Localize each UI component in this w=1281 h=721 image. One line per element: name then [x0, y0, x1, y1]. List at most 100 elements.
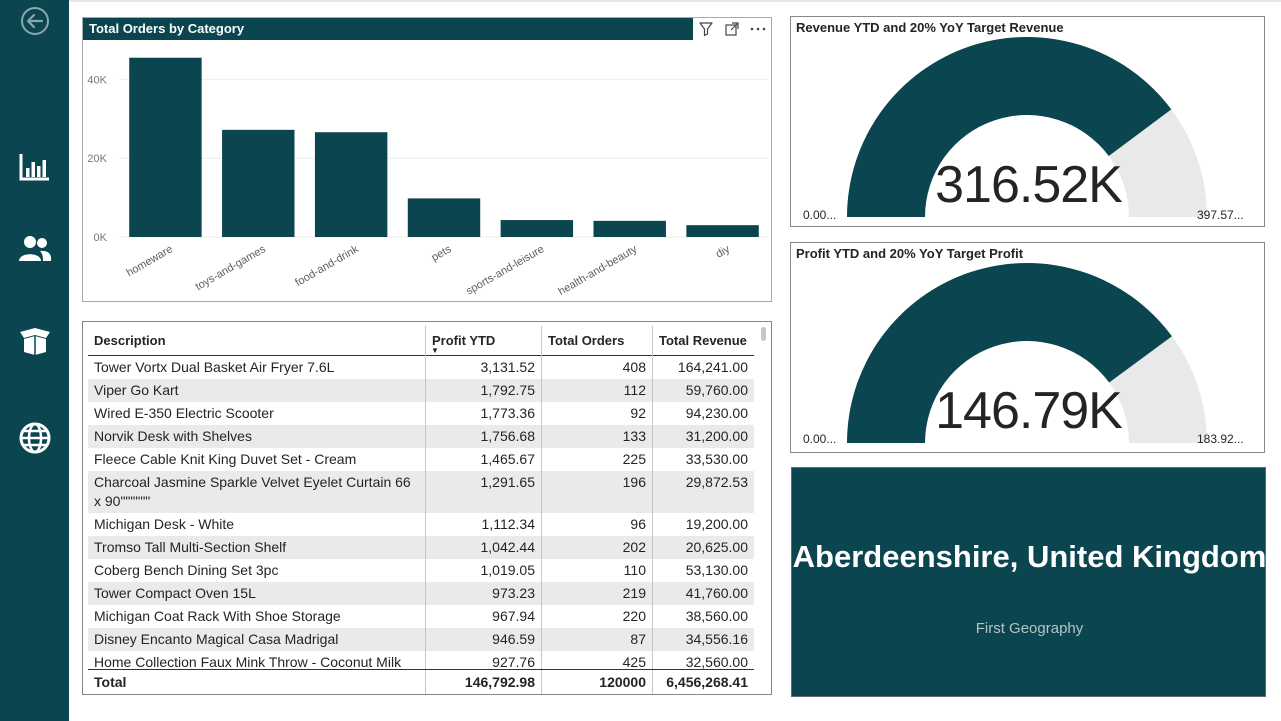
- table-row[interactable]: Michigan Coat Rack With Shoe Storage 967.…: [88, 605, 754, 628]
- table-cell: 1,465.67: [426, 448, 542, 471]
- table-scrollbar[interactable]: [761, 327, 766, 341]
- table-cell: 946.59: [426, 628, 542, 651]
- table-cell: 94,230.00: [685, 405, 748, 421]
- nav-reports-button[interactable]: [0, 142, 69, 192]
- x-tick-label: food-and-drink: [293, 243, 361, 289]
- bar-pets[interactable]: [407, 198, 481, 237]
- table-cell: 408: [542, 356, 653, 379]
- table-cell: 59,760.00: [685, 382, 748, 398]
- filter-icon: [699, 22, 713, 37]
- nav-customers-button[interactable]: [0, 224, 69, 274]
- column-header-description[interactable]: Description: [88, 326, 426, 356]
- bar-chart-visual[interactable]: Total Orders by Category 0K 20K 40K homewar…: [82, 17, 772, 302]
- column-header-profit-ytd[interactable]: Profit YTD ▼: [426, 326, 542, 356]
- focus-mode-icon: [725, 22, 739, 36]
- table-cell: 112: [542, 379, 653, 402]
- table-cell: 53,130.00: [685, 562, 748, 578]
- table-cell: 110: [542, 559, 653, 582]
- back-button[interactable]: [0, 0, 69, 46]
- table-row[interactable]: Coberg Bench Dining Set 3pc 1,019.05 110 53…: [88, 559, 754, 582]
- table-row[interactable]: Viper Go Kart 1,792.75 112 59,760.00: [88, 379, 754, 402]
- column-header-total-orders[interactable]: Total Orders: [542, 326, 653, 356]
- column-header-label: Description: [94, 333, 166, 348]
- table-cell: 38,560.00: [685, 608, 748, 624]
- table-cell: 225: [542, 448, 653, 471]
- revenue-gauge-value: 316.52K: [935, 156, 1123, 214]
- table-cell: 425: [542, 651, 653, 669]
- geography-name: Aberdeenshire, United Kingdom: [792, 539, 1267, 574]
- table-cell: 1,019.05: [426, 559, 542, 582]
- bar-food-and-drink[interactable]: [314, 132, 388, 237]
- table-cell: 1,042.44: [426, 536, 542, 559]
- table-total-cell: Total: [88, 670, 426, 694]
- y-tick-label: 0K: [94, 232, 108, 244]
- focus-mode-button[interactable]: [719, 18, 745, 40]
- table-row[interactable]: Norvik Desk with Shelves 1,756.68 133 31,20…: [88, 425, 754, 448]
- x-tick-label: diy: [714, 243, 733, 261]
- revenue-gauge-max: 397.57...: [1197, 208, 1244, 222]
- bar-chart-icon: [19, 154, 49, 181]
- table-cell: 33,530.00: [685, 451, 748, 467]
- sort-descending-icon: ▼: [431, 346, 439, 355]
- table-row[interactable]: Tromso Tall Multi-Section Shelf 1,042.44 2…: [88, 536, 754, 559]
- table-row[interactable]: Tower Compact Oven 15L 973.23 219 41,760.00: [88, 582, 754, 605]
- table-cell: 1,756.68: [426, 425, 542, 448]
- revenue-gauge-visual[interactable]: Revenue YTD and 20% YoY Target Revenue 3…: [790, 16, 1265, 227]
- table-cell: 20,625.00: [685, 539, 748, 555]
- bar-toys-and-games[interactable]: [222, 129, 295, 237]
- filter-button[interactable]: [693, 18, 719, 40]
- table-cell: 92: [542, 402, 653, 425]
- table-cell: 164,241.00: [677, 359, 748, 375]
- table-cell: 133: [542, 425, 653, 448]
- table-cell: 34,556.16: [685, 631, 748, 647]
- geography-label: First Geography: [975, 620, 1084, 637]
- box-icon: [19, 328, 50, 355]
- x-tick-label: homeware: [124, 243, 174, 279]
- nav-products-button[interactable]: [0, 316, 69, 366]
- profit-gauge-visual[interactable]: Profit YTD and 20% YoY Target Profit 146…: [790, 242, 1265, 453]
- gauge-value-arc[interactable]: [847, 37, 1172, 217]
- column-header-total-revenue[interactable]: Total Revenue: [653, 326, 754, 356]
- table-cell: Charcoal Jasmine Sparkle Velvet Eyelet C…: [88, 471, 426, 513]
- table-cell: 220: [542, 605, 653, 628]
- bar-diy[interactable]: [686, 225, 759, 237]
- table-cell: Home Collection Faux Mink Throw - Coconu…: [88, 651, 426, 669]
- y-tick-label: 20K: [87, 153, 107, 165]
- bar-sports-and-leisure[interactable]: [500, 220, 574, 237]
- table-row[interactable]: Tower Vortx Dual Basket Air Fryer 7.6L 3,…: [88, 356, 754, 379]
- y-tick-label: 40K: [87, 74, 107, 86]
- table-cell: Michigan Coat Rack With Shoe Storage: [88, 605, 426, 628]
- profit-gauge-dial: [847, 262, 1207, 443]
- column-header-label: Total Orders: [548, 333, 625, 348]
- table-total-cell: 6,456,268.41: [666, 674, 748, 690]
- bar-homeware[interactable]: [129, 57, 202, 238]
- table-row[interactable]: Michigan Desk - White 1,112.34 96 19,200.00: [88, 513, 754, 536]
- table-row[interactable]: Home Collection Faux Mink Throw - Coconu…: [88, 651, 754, 669]
- table-cell: 973.23: [426, 582, 542, 605]
- table-cell: Norvik Desk with Shelves: [88, 425, 426, 448]
- table-cell: Fleece Cable Knit King Duvet Set - Cream: [88, 448, 426, 471]
- table-cell: 29,872.53: [685, 474, 748, 490]
- table-cell: 967.94: [426, 605, 542, 628]
- x-tick-label: health-and-beauty: [556, 243, 639, 298]
- nav-geography-button[interactable]: [0, 413, 69, 463]
- table-row[interactable]: Wired E-350 Electric Scooter 1,773.36 92 94…: [88, 402, 754, 425]
- bar-chart-title: Total Orders by Category: [83, 18, 693, 40]
- table-row[interactable]: Fleece Cable Knit King Duvet Set - Cream…: [88, 448, 754, 471]
- table-cell: 3,131.52: [426, 356, 542, 379]
- bar-health-and-beauty[interactable]: [593, 220, 666, 237]
- table-cell: 1,291.65: [426, 471, 542, 513]
- more-options-button[interactable]: [745, 18, 771, 40]
- table-cell: 927.76: [426, 651, 542, 669]
- left-navigation: [0, 0, 69, 721]
- products-table-visual[interactable]: Description Profit YTD ▼ Total Orders Total …: [82, 321, 772, 695]
- revenue-gauge-title: Revenue YTD and 20% YoY Target Revenue: [796, 20, 1064, 35]
- table-cell: Viper Go Kart: [88, 379, 426, 402]
- table-body[interactable]: Tower Vortx Dual Basket Air Fryer 7.6L 3,…: [88, 356, 754, 669]
- table-row[interactable]: Disney Encanto Magical Casa Madrigal 946.…: [88, 628, 754, 651]
- gauge-value-arc[interactable]: [847, 262, 1172, 443]
- table-cell: Disney Encanto Magical Casa Madrigal: [88, 628, 426, 651]
- table-row[interactable]: Charcoal Jasmine Sparkle Velvet Eyelet C…: [88, 471, 754, 513]
- table-cell: 1,773.36: [426, 402, 542, 425]
